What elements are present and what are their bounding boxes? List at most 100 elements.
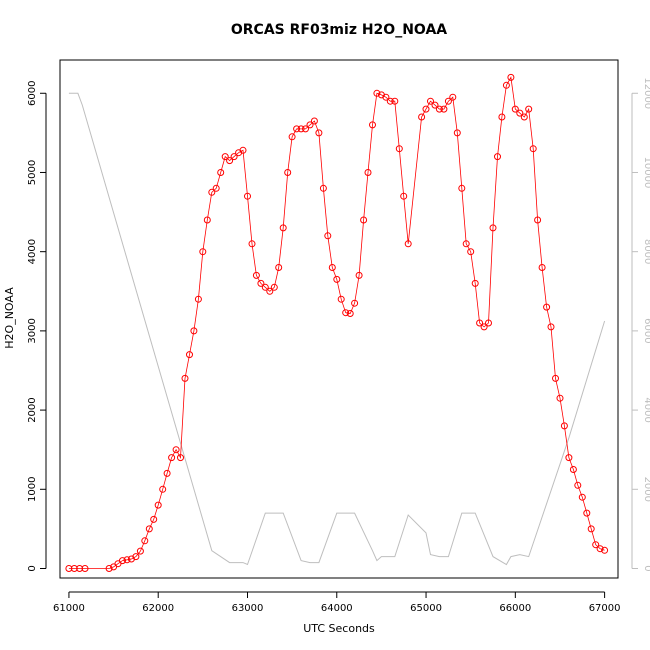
h2o-data-point [199,248,207,256]
h2o-data-point [168,454,176,462]
h2o-data-point [601,546,609,554]
h2o-data-point [596,545,604,553]
h2o-data-point [360,216,368,224]
h2o-data-point [502,81,510,89]
chart-title: ORCAS RF03miz H2O_NOAA [231,22,447,38]
h2o-data-point [230,153,238,161]
y-tick-label: 3000 [27,318,38,343]
h2o-data-point [565,454,573,462]
x-tick-label: 64000 [321,603,353,614]
h2o-data-point [119,557,126,565]
h2o-data-point [449,93,457,101]
h2o-data-point [476,319,484,327]
h2o-data-point [369,121,376,129]
h2o-data-point [364,169,372,176]
h2o-data-point [217,169,225,176]
h2o-data-point [244,192,251,200]
h2o-data-point [163,469,171,477]
h2o-data-point [583,509,591,517]
h2o-data-point [351,299,359,307]
y2-tick-label: 6000 [642,318,650,343]
h2o-data-point [592,541,600,549]
axes-layer: 61000 62000 63000 64000 65000 66000 67000 0 1000… [27,77,650,614]
h2o-data-point [154,501,162,509]
h2o-data-point [293,125,301,133]
h2o-data-point [587,525,595,533]
h2o-data-point [525,105,533,113]
h2o-data-point [302,125,309,133]
h2o-data-point [462,240,470,248]
h2o-data-point [105,565,113,572]
y2-tick-label: 8000 [642,239,650,264]
h2o-data-point [556,394,564,402]
h2o-data-point [279,224,287,232]
y-tick-label: 2000 [27,397,38,422]
h2o-data-point [578,493,586,501]
h2o-data-point [324,232,332,240]
h2o-data-point [435,105,443,113]
h2o-data-point [221,153,229,161]
y-axis-label: H2O_NOAA [3,287,16,349]
h2o-data-point [172,446,180,454]
h2o-data-point [190,327,198,335]
h2o-data-point [337,295,345,303]
h2o-data-point [310,117,318,125]
h2o-data-point [346,310,354,317]
h2o-data-point [333,275,341,283]
x-tick-label: 67000 [589,603,621,614]
h2o-data-point [270,283,278,291]
h2o-data-point [520,113,528,121]
secondary-series-line [68,92,606,566]
h2o-data-point [194,295,202,303]
h2o-data-point [427,97,434,105]
h2o-data-point [212,184,220,192]
h2o-data-point [203,216,211,224]
h2o-data-point [159,485,167,493]
h2o-data-point [373,89,381,97]
x-tick-label: 65000 [410,603,442,614]
y-tick-label: 6000 [27,81,38,106]
h2o-data-point [507,73,515,81]
h2o-data-point [275,264,283,271]
h2o-data-point [261,283,269,291]
y2-tick-label: 12000 [642,77,650,109]
h2o-data-point [386,97,394,105]
plot-frame [59,59,619,579]
h2o-data-point [248,240,256,248]
h2o-data-point [516,109,524,117]
h2o-data-point [145,525,153,533]
h2o-data-point [136,547,144,555]
h2o-data-point [552,374,559,382]
x-tick-label: 63000 [232,603,264,614]
h2o-data-point [453,129,461,137]
h2o-data-point [511,105,519,113]
h2o-data-point [431,101,439,109]
h2o-data-point [288,133,296,141]
h2o-data-point [76,565,84,572]
h2o-data-point [132,553,140,561]
h2o-data-point [177,454,184,462]
h2o-data-point [534,216,542,224]
h2o-data-point [355,271,363,279]
h2o-data-point [543,303,551,311]
h2o-data-point [489,224,497,232]
h2o-data-point [395,145,403,153]
h2o-data-point [391,97,399,105]
h2o-data-point [70,565,78,572]
h2o-data-point [529,145,537,153]
h2o-data-point [81,565,89,572]
series-layer [65,73,609,572]
h2o-data-point [422,105,430,113]
h2o-data-point [569,466,577,473]
h2o-data-point [239,146,247,154]
h2o-data-point [458,184,466,192]
h2o-data-point [342,309,350,317]
h2o-data-point [547,323,555,331]
y2-tick-label: 10000 [642,157,650,189]
h2o-data-point [328,264,336,271]
h2o-data-point [494,153,501,161]
h2o-data-point [400,192,408,200]
h2o-data-point [266,287,274,295]
